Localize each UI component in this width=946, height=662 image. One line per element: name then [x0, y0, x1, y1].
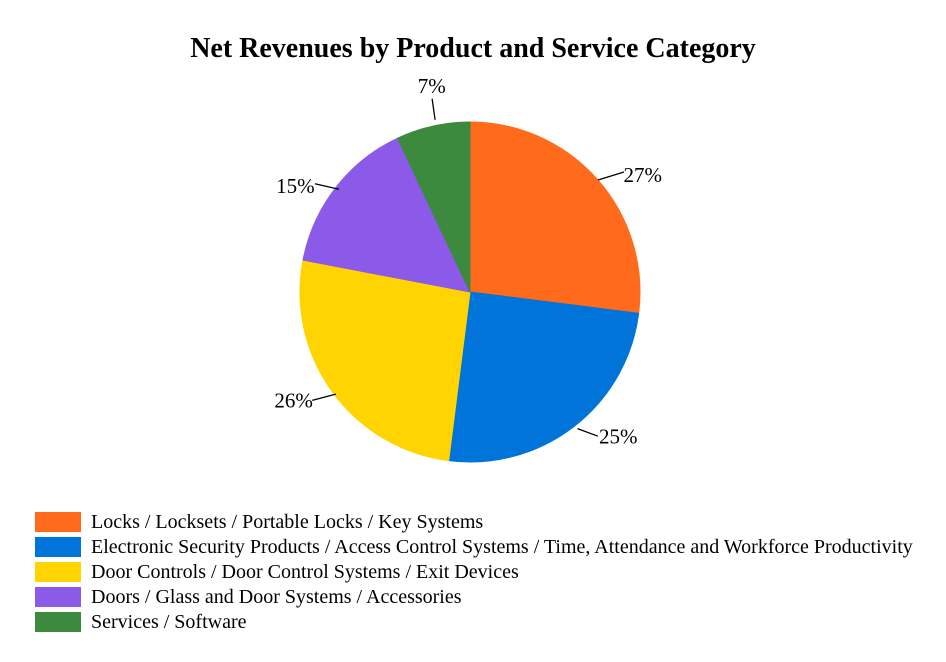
svg-text:15%: 15%	[276, 174, 315, 198]
svg-text:26%: 26%	[274, 388, 313, 412]
svg-text:27%: 27%	[624, 163, 663, 187]
svg-text:7%: 7%	[418, 74, 446, 98]
svg-text:25%: 25%	[599, 425, 638, 449]
